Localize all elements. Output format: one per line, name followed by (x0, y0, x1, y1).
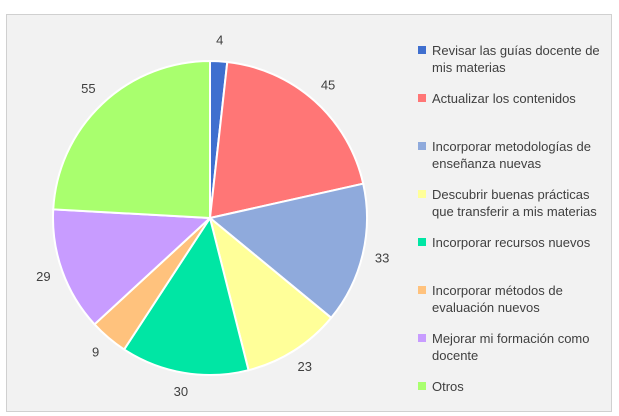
data-label: 9 (92, 345, 99, 360)
data-label: 4 (216, 33, 223, 48)
data-label: 55 (81, 81, 95, 96)
legend-label: Otros (432, 379, 464, 394)
legend-label: Descubrir buenas prácticas que transferi… (432, 187, 597, 219)
legend-item: Otros (418, 378, 614, 416)
legend-item: Incorporar recursos nuevos (418, 234, 614, 282)
legend-label: Mejorar mi formación como docente (432, 331, 590, 363)
legend-label: Incorporar recursos nuevos (432, 235, 591, 250)
legend-label: Actualizar los contenidos (432, 91, 576, 106)
legend-swatch (418, 238, 426, 246)
legend-swatch (418, 286, 426, 294)
legend-item: Incorporar métodos de evaluación nuevos (418, 282, 614, 330)
pie-slice (52, 208, 213, 326)
pie-slice (52, 59, 211, 220)
legend-label: Revisar las guías docente de mis materia… (432, 43, 600, 75)
legend-swatch (418, 142, 426, 150)
data-label: 33 (375, 251, 389, 266)
legend-label: Incorporar métodos de evaluación nuevos (432, 283, 563, 315)
legend-swatch (418, 190, 426, 198)
data-label: 29 (36, 269, 50, 284)
legend-item: Incorporar metodologías de enseñanza nue… (418, 138, 614, 186)
pie-slice (208, 215, 333, 372)
legend-item: Descubrir buenas prácticas que transferi… (418, 186, 614, 234)
legend-swatch (418, 46, 426, 54)
legend-label: Incorporar metodologías de enseñanza nue… (432, 139, 591, 171)
pie-slice (207, 182, 368, 320)
pie-slice (122, 215, 250, 376)
legend-swatch (418, 94, 426, 102)
legend-swatch (418, 334, 426, 342)
data-label: 30 (174, 384, 188, 399)
legend-item: Actualizar los contenidos (418, 90, 614, 138)
data-label: 23 (298, 359, 312, 374)
legend-item: Revisar las guías docente de mis materia… (418, 42, 614, 90)
legend-item: Mejorar mi formación como docente (418, 330, 614, 378)
pie-slice (208, 60, 365, 220)
legend: Revisar las guías docente de mis materia… (418, 42, 614, 416)
legend-swatch (418, 382, 426, 390)
data-label: 45 (321, 78, 335, 93)
